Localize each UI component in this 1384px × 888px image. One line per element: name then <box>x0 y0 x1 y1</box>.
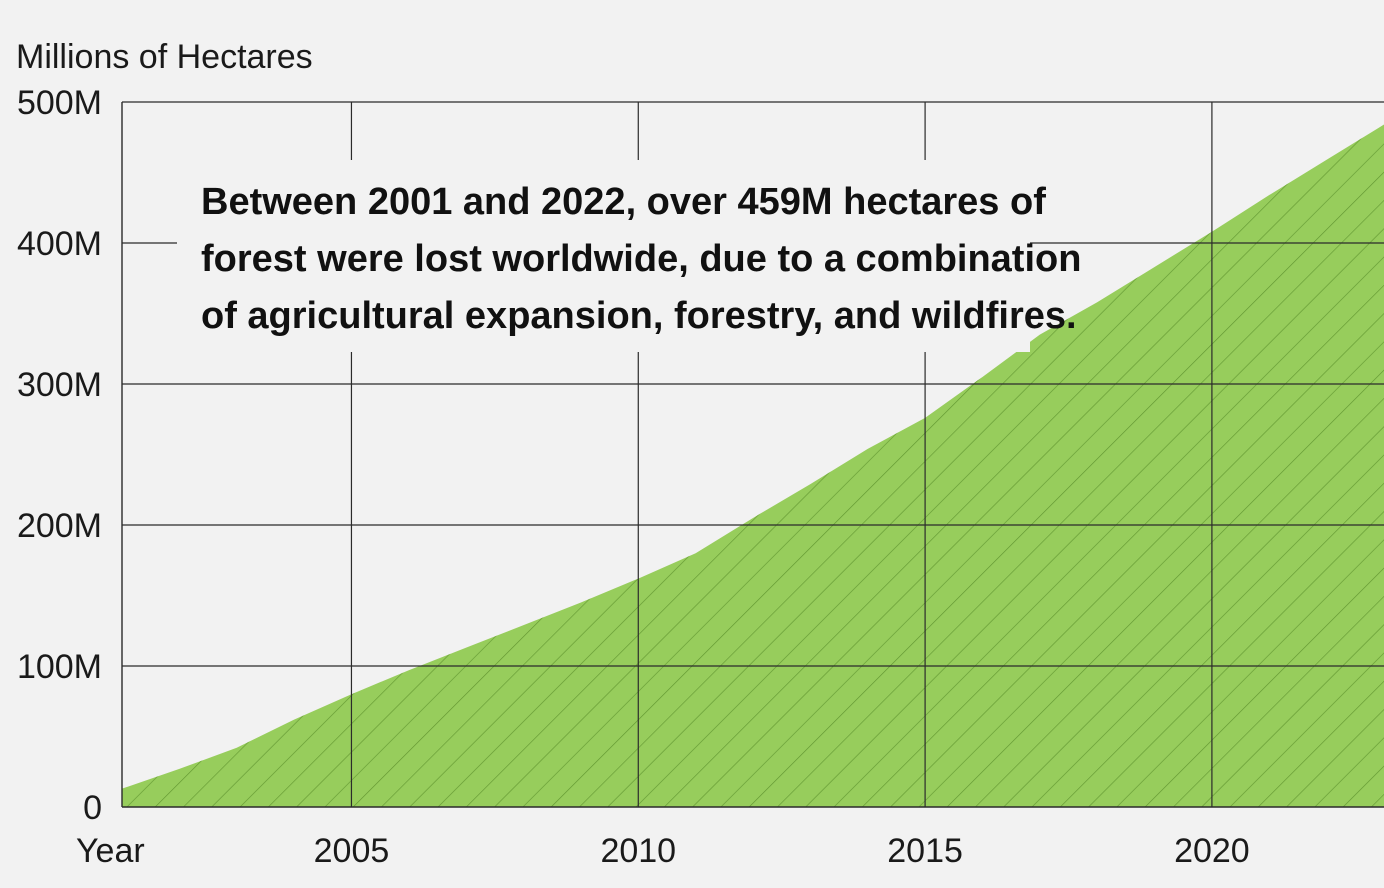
area-layer <box>122 124 1384 807</box>
x-tick-label-2015: 2015 <box>887 832 963 870</box>
x-tick-label-2005: 2005 <box>314 832 390 870</box>
axes: 0 100M 200M 300M 400M 500M 2005 2010 2015 2020 <box>17 84 1384 870</box>
y-tick-label-400: 400M <box>17 225 102 263</box>
annotation-line-2: forest were lost worldwide, due to a com… <box>201 238 1081 280</box>
x-tick-label-2010: 2010 <box>600 832 676 870</box>
annotation: Between 2001 and 2022, over 459M hectare… <box>201 181 1081 337</box>
x-tick-label-2020: 2020 <box>1174 832 1250 870</box>
y-axis-title: Millions of Hectares <box>16 38 313 76</box>
annotation-line-3: of agricultural expansion, forestry, and… <box>201 295 1077 337</box>
y-tick-label-300: 300M <box>17 366 102 404</box>
y-tick-label-100: 100M <box>17 648 102 686</box>
y-tick-label-200: 200M <box>17 507 102 545</box>
annotation-background <box>177 160 1030 352</box>
y-tick-label-0: 0 <box>83 789 102 827</box>
area-series-hatch <box>122 124 1384 807</box>
annotation-line-1: Between 2001 and 2022, over 459M hectare… <box>201 181 1046 223</box>
x-axis-title: Year <box>76 832 145 870</box>
y-tick-label-500: 500M <box>17 84 102 122</box>
